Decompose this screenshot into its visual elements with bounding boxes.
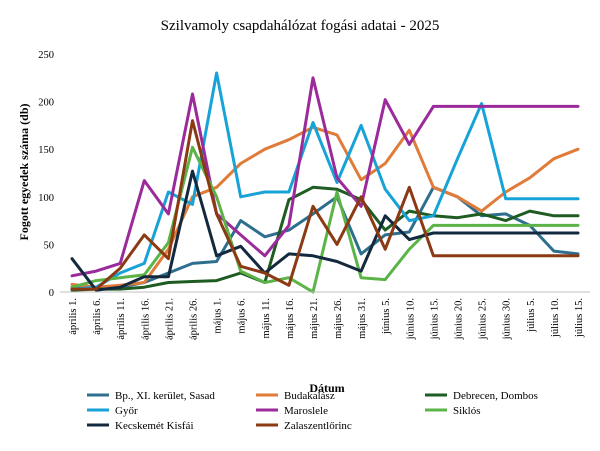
x-tick-label: június 15. xyxy=(429,298,440,340)
x-tick-label: április 1. xyxy=(68,298,79,335)
y-axis-label: Fogott egyedek száma (db) xyxy=(17,104,31,241)
x-tick-label: április 11. xyxy=(116,298,127,340)
y-tick-label: 50 xyxy=(44,240,55,251)
series-line xyxy=(70,76,580,278)
x-tick-label: június 25. xyxy=(478,298,489,340)
x-tick-label: május 16. xyxy=(285,298,296,339)
plot-area xyxy=(70,71,580,294)
x-tick-label: április 26. xyxy=(188,298,199,340)
legend-label: Zalaszentlőrinc xyxy=(284,420,352,432)
x-tick-label: június 10. xyxy=(405,298,416,340)
series-line xyxy=(70,71,580,291)
legend-label: Maroslele xyxy=(284,405,328,417)
x-tick-label: június 5. xyxy=(381,298,392,335)
x-tick-label: július 5. xyxy=(526,298,537,333)
x-tick-label: április 6. xyxy=(92,298,103,335)
x-tick-label: április 21. xyxy=(164,298,175,340)
x-tick-label: május 21. xyxy=(309,298,320,339)
x-tick-label: július 15. xyxy=(574,298,585,338)
x-tick-label: június 30. xyxy=(502,298,513,340)
y-tick-label: 250 xyxy=(38,50,54,61)
x-tick-label: május 11. xyxy=(261,298,272,338)
series-line xyxy=(70,185,580,292)
legend: Bp., XI. kerület, Sasad Budakalász Debrece… xyxy=(87,390,538,432)
y-tick-label: 100 xyxy=(38,193,54,204)
x-tick-label: május 31. xyxy=(357,298,368,339)
series-line xyxy=(70,119,580,291)
x-tick-label: május 26. xyxy=(333,298,344,339)
legend-label: Debrecen, Dombos xyxy=(453,390,538,402)
y-tick-label: 0 xyxy=(49,288,54,299)
legend-label: Kecskemét Kisfái xyxy=(115,420,194,432)
x-tick-label: április 16. xyxy=(140,298,151,340)
series-line xyxy=(70,169,580,292)
y-tick-label: 200 xyxy=(38,98,54,109)
legend-label: Budakalász xyxy=(284,390,335,402)
x-tick-label: június 20. xyxy=(454,298,465,340)
chart-title: Szilvamoly csapdahálózat fogási adatai -… xyxy=(161,18,440,34)
legend-label: Bp., XI. kerület, Sasad xyxy=(115,390,215,402)
legend-label: Siklós xyxy=(453,405,481,417)
x-tick-label: május 1. xyxy=(213,298,224,334)
axes: 0 50 100 150 200 250 április 1. április 6. ápril… xyxy=(38,50,590,340)
x-axis-label: Dátum xyxy=(309,381,344,395)
legend-label: Győr xyxy=(115,405,138,417)
x-tick-label: május 6. xyxy=(237,298,248,334)
y-tick-label: 150 xyxy=(38,145,54,156)
x-tick-label: július 10. xyxy=(550,298,561,338)
series-line xyxy=(70,145,580,294)
